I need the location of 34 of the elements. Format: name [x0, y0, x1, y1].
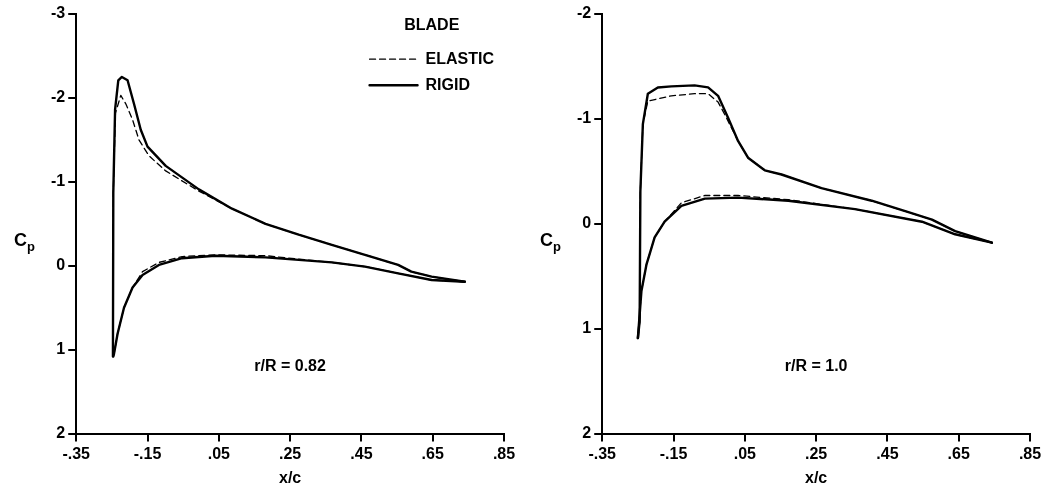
y-tick-label: -1	[576, 109, 592, 127]
y-tick-label: 0	[56, 256, 66, 274]
annotation: r/R = 0.82	[254, 356, 327, 374]
x-tick-label: -.15	[133, 444, 162, 462]
x-tick-label: .05	[207, 444, 231, 462]
x-tick-label: .25	[278, 444, 302, 462]
x-tick-label: .85	[1018, 444, 1042, 462]
y-tick-label: 2	[582, 424, 592, 442]
y-tick-label: 1	[582, 319, 592, 337]
annotation: r/R = 1.0	[784, 356, 848, 374]
y-axis-title: C$_{p}$	[540, 230, 561, 254]
x-tick-label: -.35	[588, 444, 617, 462]
legend-label: ELASTIC	[425, 49, 495, 67]
y-tick-label: -2	[50, 88, 66, 106]
x-tick-label: .45	[876, 444, 899, 462]
y-tick-label: -3	[50, 4, 66, 22]
x-axis-title: x/c	[278, 468, 302, 486]
legend-title: BLADE	[404, 16, 460, 34]
legend-label: RIGID	[425, 75, 471, 93]
x-tick-label: .65	[947, 444, 970, 462]
y-tick-label: 1	[56, 340, 66, 358]
y-tick-label: 2	[56, 424, 66, 442]
x-tick-label: .65	[421, 444, 444, 462]
x-tick-label: .45	[350, 444, 373, 462]
x-axis-title: x/c	[804, 468, 828, 486]
x-tick-label: -.35	[62, 444, 91, 462]
x-tick-label: .25	[804, 444, 828, 462]
x-tick-label: .85	[492, 444, 516, 462]
y-tick-label: -1	[50, 172, 66, 190]
y-axis-title: C$_{p}$	[14, 230, 35, 254]
y-tick-label: 0	[582, 214, 592, 232]
y-tick-label: -2	[576, 4, 592, 22]
x-tick-label: .05	[733, 444, 757, 462]
x-tick-label: -.15	[659, 444, 688, 462]
